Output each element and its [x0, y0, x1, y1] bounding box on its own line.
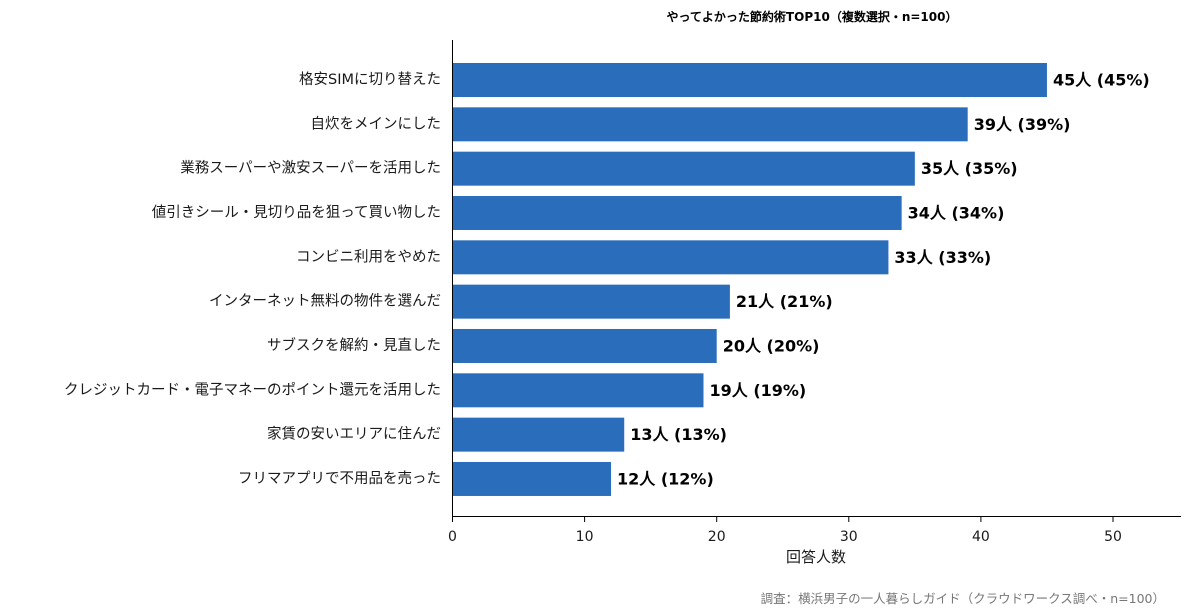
data-label: 33人 (33%)	[894, 248, 991, 267]
data-label: 13人 (13%)	[630, 425, 727, 444]
data-labels: 45人 (45%) 39人 (39%) 35人 (35%) 34人 (34%) 33人 …	[617, 71, 1150, 489]
data-label: 39人 (39%)	[974, 115, 1071, 134]
x-axis-title: 回答人数	[786, 548, 846, 566]
category-label: 家賃の安いエリアに住んだ	[267, 426, 441, 443]
category-label: フリマアプリで不用品を売った	[238, 470, 441, 487]
bar	[452, 240, 889, 275]
bar	[452, 63, 1047, 97]
x-tick-label: 50	[1104, 529, 1122, 545]
bar	[452, 195, 902, 230]
category-label: 格安SIMに切り替えた	[299, 71, 441, 88]
category-label: コンビニ利用をやめた	[296, 248, 441, 265]
x-tick-label: 0	[448, 529, 457, 545]
x-tick-label: 10	[576, 529, 594, 545]
source-note: 調査：横浜男子の一人暮らしガイド（クラウドワークス調べ・n=100）	[761, 591, 1165, 606]
x-tick-label: 30	[840, 529, 858, 545]
category-label: 値引きシール・見切り品を狙って買い物した	[152, 204, 441, 221]
x-axis-ticks: 0 10 20 30 40 50	[448, 517, 1122, 545]
x-tick-label: 20	[708, 529, 726, 545]
data-label: 19人 (19%)	[709, 381, 806, 400]
bar	[452, 328, 717, 363]
x-tick-label: 40	[972, 529, 990, 545]
data-label: 21人 (21%)	[736, 292, 833, 311]
bar	[452, 284, 730, 319]
bars-group	[452, 63, 1047, 496]
bar	[452, 461, 612, 496]
category-labels: 格安SIMに切り替えた自炊をメインにした業務スーパーや激安スーパーを活用した値引…	[64, 71, 441, 487]
data-label: 12人 (12%)	[617, 469, 714, 488]
data-label: 34人 (34%)	[908, 203, 1005, 222]
bar	[452, 373, 704, 408]
data-label: 20人 (20%)	[723, 336, 820, 355]
chart-title: やってよかった節約術TOP10（複数選択・n=100）	[667, 9, 958, 24]
category-label: サブスクを解約・見直した	[267, 336, 441, 354]
category-label: クレジットカード・電子マネーのポイント還元を活用した	[64, 381, 441, 398]
bar	[452, 417, 625, 452]
category-label: インターネット無料の物件を選んだ	[209, 293, 441, 310]
category-label: 自炊をメインにした	[311, 115, 442, 132]
category-label: 業務スーパーや激安スーパーを活用した	[180, 160, 441, 177]
bar	[452, 151, 915, 186]
bar	[452, 107, 968, 142]
data-label: 45人 (45%)	[1053, 71, 1150, 90]
data-label: 35人 (35%)	[921, 159, 1018, 178]
